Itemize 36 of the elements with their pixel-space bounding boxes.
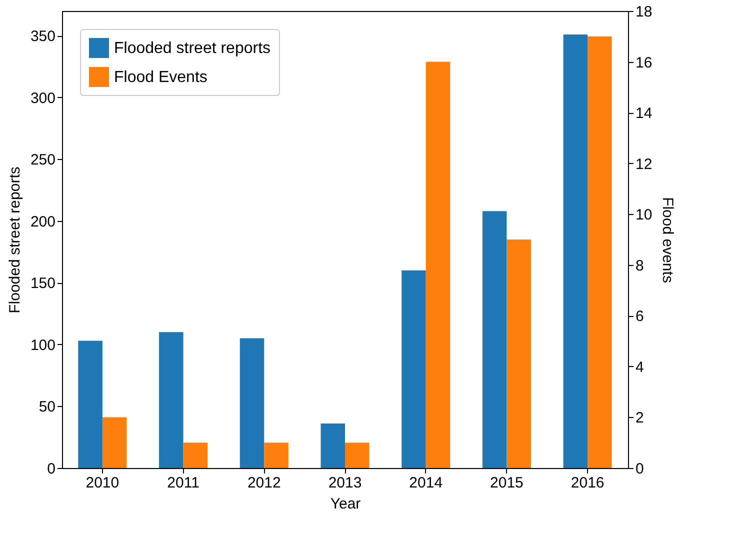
bar bbox=[240, 338, 264, 468]
legend-label: Flood Events bbox=[114, 69, 208, 86]
y2-tick-label: 2 bbox=[636, 410, 644, 427]
legend-label: Flooded street reports bbox=[114, 40, 271, 57]
y2-tick-label: 16 bbox=[636, 54, 652, 72]
y2-tick-label: 12 bbox=[636, 156, 652, 173]
y-tick-label: 150 bbox=[30, 275, 56, 292]
y2-tick-label: 4 bbox=[636, 358, 644, 376]
y-tick-label: 0 bbox=[47, 460, 56, 478]
x-tick-label: 2011 bbox=[167, 474, 200, 492]
y-tick-label: 250 bbox=[30, 152, 56, 169]
y-tick-label: 350 bbox=[30, 28, 56, 46]
y-tick-label: 300 bbox=[30, 90, 56, 107]
y2-axis-title: Flood events bbox=[659, 197, 676, 283]
bar bbox=[159, 332, 184, 468]
y-tick-label: 200 bbox=[30, 213, 56, 230]
y2-tick-label: 8 bbox=[636, 257, 644, 274]
y-tick-label: 50 bbox=[38, 398, 56, 416]
y2-tick-label: 14 bbox=[636, 105, 652, 122]
x-axis-title: Year bbox=[330, 496, 361, 512]
y-tick-label: 100 bbox=[30, 336, 56, 354]
x-tick-label: 2014 bbox=[409, 474, 443, 492]
y2-tick-label: 18 bbox=[636, 4, 652, 20]
bar bbox=[183, 442, 208, 468]
y2-tick-label: 0 bbox=[636, 460, 644, 478]
y2-tick-label: 10 bbox=[636, 206, 652, 224]
bar bbox=[264, 442, 288, 468]
bar bbox=[78, 340, 102, 468]
bar bbox=[426, 62, 450, 468]
x-tick-label: 2016 bbox=[570, 474, 604, 492]
x-tick-label: 2012 bbox=[247, 474, 281, 492]
x-tick-label: 2013 bbox=[328, 474, 362, 492]
x-tick-label: 2010 bbox=[86, 474, 120, 492]
y-axis-title: Flooded street reports bbox=[6, 166, 24, 314]
x-tick-label: 2015 bbox=[490, 474, 524, 492]
y2-tick-label: 6 bbox=[636, 308, 644, 326]
